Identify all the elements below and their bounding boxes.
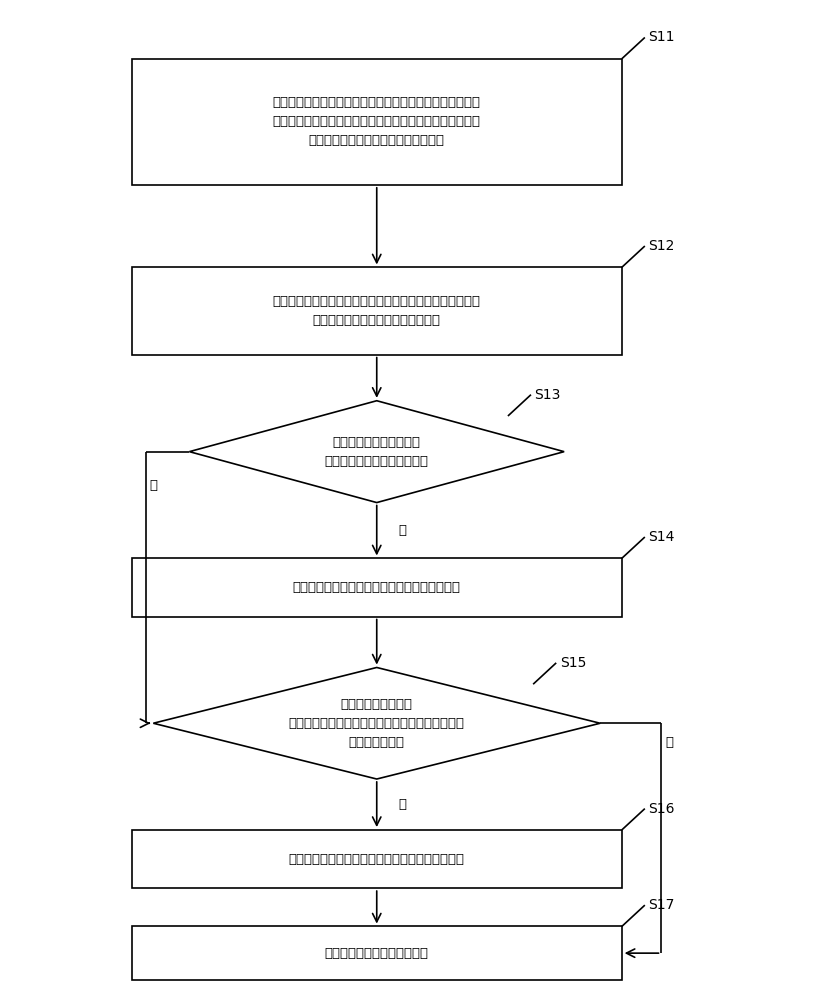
Text: 是: 是 [398, 798, 406, 811]
Bar [132, 830, 622, 888]
Text: S16: S16 [649, 802, 675, 816]
Polygon shape [189, 401, 564, 503]
Bar [132, 558, 622, 617]
Text: 判断所有当前节点中的内
容是否与所述检索数据相匹配: 判断所有当前节点中的内 容是否与所述检索数据相匹配 [325, 436, 428, 468]
Bar [132, 926, 622, 980]
Text: 对所述检索数据相匹配的当前节点进行高亮标注: 对所述检索数据相匹配的当前节点进行高亮标注 [292, 581, 461, 594]
Text: 对所述检索数据相匹配的当前子节点进行高亮标注: 对所述检索数据相匹配的当前子节点进行高亮标注 [289, 853, 464, 866]
Text: S15: S15 [560, 656, 586, 670]
Text: S14: S14 [649, 530, 675, 544]
Text: S17: S17 [649, 898, 675, 912]
Bar [132, 267, 622, 355]
Text: S13: S13 [535, 388, 561, 402]
Bar [132, 59, 622, 185]
Text: S12: S12 [649, 239, 675, 253]
Text: 否: 否 [665, 736, 673, 749]
Text: 递归判断所有树形结
构中当前节点中的所有子节点中的内容是否与所述
检索数据相匹配: 递归判断所有树形结 构中当前节点中的所有子节点中的内容是否与所述 检索数据相匹配 [289, 698, 464, 749]
Text: 基于所述检索数据以及所述的检索匹配类型对应的检索规则
，遍历所有的树形结构中的当前节点: 基于所述检索数据以及所述的检索匹配类型对应的检索规则 ，遍历所有的树形结构中的当… [273, 295, 481, 327]
Text: 否: 否 [150, 479, 158, 492]
Text: 收起当前节点中的所有子节点: 收起当前节点中的所有子节点 [325, 947, 428, 960]
Polygon shape [153, 667, 600, 779]
Text: 是: 是 [398, 524, 406, 537]
Text: S11: S11 [649, 30, 675, 44]
Text: 服务器加载用户输入的检索数据并确认所述检索数据所属的
检索匹配类型，基于所属的检索匹配类型制定对应的检索规
则，以及隐藏树形结构中的所有子节点: 服务器加载用户输入的检索数据并确认所述检索数据所属的 检索匹配类型，基于所属的检… [273, 96, 481, 147]
